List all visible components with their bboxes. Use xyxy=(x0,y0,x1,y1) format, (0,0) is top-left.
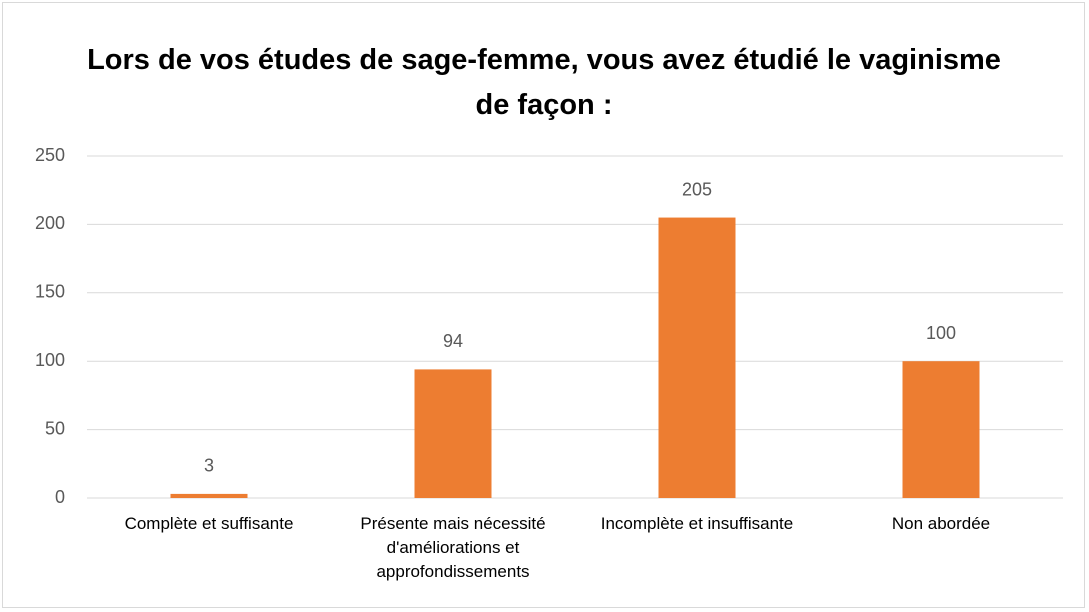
value-label: 3 xyxy=(204,456,214,476)
y-tick-label: 150 xyxy=(35,282,65,302)
x-tick-label: Présente mais nécessité d'améliorations … xyxy=(360,514,546,581)
value-label: 94 xyxy=(443,331,463,351)
value-label: 205 xyxy=(682,179,712,199)
y-tick-label: 100 xyxy=(35,350,65,370)
y-tick-label: 50 xyxy=(45,418,65,438)
bar xyxy=(414,369,492,498)
x-tick-label: Complète et suffisante xyxy=(124,514,294,533)
x-tick-label: Non abordée xyxy=(891,514,991,533)
value-label: 100 xyxy=(926,323,956,343)
y-tick-label: 0 xyxy=(55,487,65,507)
bar xyxy=(658,217,736,498)
y-tick-label: 250 xyxy=(35,145,65,165)
x-tick-label: Incomplète et insuffisante xyxy=(600,514,794,533)
bar xyxy=(902,361,980,498)
bar xyxy=(170,493,248,498)
y-tick-label: 200 xyxy=(35,213,65,233)
chart-title: Lors de vos études de sage-femme, vous a… xyxy=(87,44,1001,121)
